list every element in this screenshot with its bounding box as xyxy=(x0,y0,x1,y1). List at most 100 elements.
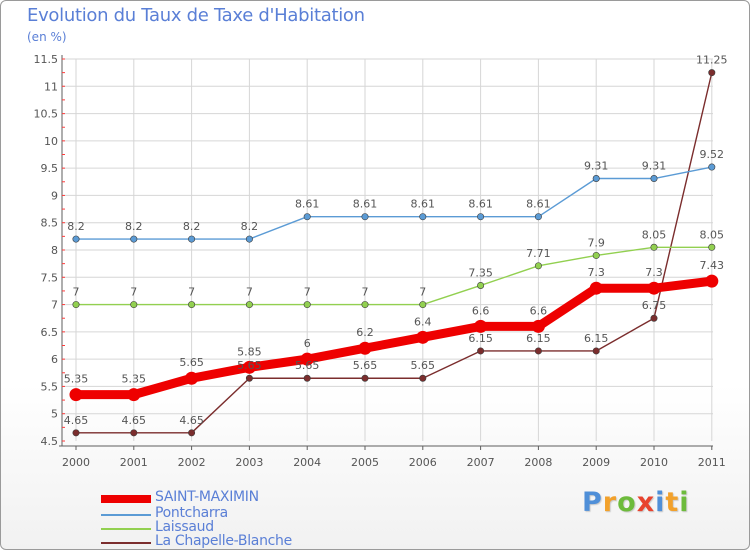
series-laissaud-point xyxy=(245,301,253,309)
series-laissaud-data-label: 7.35 xyxy=(468,266,493,279)
legend-label-pontcharra: Pontcharra xyxy=(155,505,228,521)
series-pontcharra-line xyxy=(75,166,713,240)
series-la-chapelle-blanche-point xyxy=(130,429,138,437)
series-pontcharra-point xyxy=(245,235,253,243)
series-laissaud-point xyxy=(419,301,427,309)
y-axis-ticks: 4.5 5 5.5 6 6.5 7 7.5 8 8.5 9 9.5 10 10.5 11 11.5 xyxy=(34,53,59,448)
series-la-chapelle-blanche-data-label: 5.65 xyxy=(237,359,262,372)
series-saint-maximin-point xyxy=(531,319,545,333)
series-pontcharra-data-label: 8.2 xyxy=(67,220,85,233)
series-la-chapelle-blanche-data-label: 4.65 xyxy=(64,414,89,427)
y-tick-label: 5.5 xyxy=(41,380,59,393)
proxiti-logo: Proxiti xyxy=(582,487,690,518)
series-saint-maximin-data-label: 6.6 xyxy=(530,304,548,317)
x-tick-label: 2002 xyxy=(178,456,206,469)
series-pontcharra-point xyxy=(708,163,716,171)
y-tick-label: 11.5 xyxy=(34,53,59,66)
x-tick-label: 2005 xyxy=(351,456,379,469)
series-pontcharra-data-label: 8.2 xyxy=(125,220,143,233)
series-saint-maximin-data-label: 5.35 xyxy=(64,373,89,386)
legend-label-saint-maximin: SAINT-MAXIMIN xyxy=(155,489,259,505)
series-saint-maximin-point xyxy=(647,281,661,295)
series-laissaud-data-label: 7 xyxy=(304,286,311,299)
series-pontcharra-data-label: 9.31 xyxy=(584,160,609,173)
series-saint-maximin-data-label: 5.35 xyxy=(122,373,147,386)
series-saint-maximin-point xyxy=(69,388,83,402)
y-tick-label: 9 xyxy=(51,189,58,202)
series-saint-maximin-point xyxy=(185,371,199,385)
series-laissaud-point xyxy=(650,243,658,251)
series-laissaud-data-label: 7 xyxy=(246,286,253,299)
series-laissaud-point xyxy=(188,301,196,309)
x-tick-label: 2001 xyxy=(120,456,148,469)
y-tick-label: 9.5 xyxy=(41,162,59,175)
series-saint-maximin-point xyxy=(358,341,372,355)
series-points xyxy=(69,69,719,437)
series-pontcharra-data-label: 8.61 xyxy=(468,198,493,211)
series-saint-maximin-line xyxy=(71,276,717,400)
y-tick-label: 11 xyxy=(44,80,58,93)
series-laissaud-data-label: 8.05 xyxy=(642,228,667,241)
series-pontcharra-point xyxy=(361,213,369,221)
series-la-chapelle-blanche-point xyxy=(477,347,485,355)
y-tick-label: 8 xyxy=(51,244,58,257)
y-tick-label: 4.5 xyxy=(41,435,59,448)
series-laissaud-data-label: 7 xyxy=(362,286,369,299)
series-saint-maximin-point xyxy=(127,388,141,402)
y-tick-label: 10 xyxy=(44,135,58,148)
series-la-chapelle-blanche-point xyxy=(708,69,716,77)
series-pontcharra-point xyxy=(650,175,658,183)
series-saint-maximin-point xyxy=(474,319,488,333)
legend-label-la-chapelle-blanche: La Chapelle-Blanche xyxy=(155,533,292,549)
series-la-chapelle-blanche-line xyxy=(75,71,713,434)
series-pontcharra-data-label: 8.61 xyxy=(295,198,320,211)
x-tick-label: 2003 xyxy=(235,456,263,469)
series-laissaud-data-label: 7.71 xyxy=(526,247,551,260)
unit-label: (en %) xyxy=(27,30,67,44)
series-pontcharra-point xyxy=(419,213,427,221)
legend-label-laissaud: Laissaud xyxy=(155,519,214,535)
y-tick-label: 7 xyxy=(51,299,58,312)
series-laissaud-point xyxy=(303,301,311,309)
series-laissaud-point xyxy=(534,262,542,270)
x-tick-label: 2010 xyxy=(640,456,668,469)
series-laissaud-data-label: 7 xyxy=(419,286,426,299)
series-laissaud-point xyxy=(592,251,600,259)
series-la-chapelle-blanche-point xyxy=(592,347,600,355)
x-tick-label: 2011 xyxy=(698,456,726,469)
series-saint-maximin-point xyxy=(589,281,603,295)
series-la-chapelle-blanche-data-label: 4.65 xyxy=(122,414,147,427)
legend-swatch-pontcharra xyxy=(101,514,151,516)
y-tick-label: 10.5 xyxy=(34,108,59,121)
x-tick-label: 2006 xyxy=(409,456,437,469)
series-pontcharra-data-label: 8.2 xyxy=(241,220,259,233)
series-pontcharra-point xyxy=(130,235,138,243)
series-la-chapelle-blanche-data-label: 6.15 xyxy=(584,332,609,345)
series-la-chapelle-blanche-point xyxy=(650,314,658,322)
series-la-chapelle-blanche-data-label: 5.65 xyxy=(411,359,436,372)
series-la-chapelle-blanche-data-label: 5.65 xyxy=(353,359,378,372)
series-la-chapelle-blanche-data-label: 11.25 xyxy=(696,54,728,67)
series-la-chapelle-blanche-point xyxy=(534,347,542,355)
series-pontcharra-point xyxy=(303,213,311,221)
series-pontcharra-point xyxy=(534,213,542,221)
series-lines xyxy=(71,71,717,434)
series-saint-maximin-data-label: 6.4 xyxy=(414,315,432,328)
x-axis-ticks: 2000 2001 2002 2003 2004 2005 2006 2007 2008 2009… xyxy=(62,456,726,469)
grid-lines xyxy=(62,58,713,441)
series-pontcharra-data-label: 9.31 xyxy=(642,160,667,173)
series-saint-maximin-data-label: 6.6 xyxy=(472,304,490,317)
series-laissaud-data-label: 8.05 xyxy=(700,228,725,241)
series-laissaud-data-label: 7 xyxy=(73,286,80,299)
series-saint-maximin-data-label: 5.65 xyxy=(179,356,204,369)
series-saint-maximin-point xyxy=(416,330,430,344)
x-tick-label: 2008 xyxy=(524,456,552,469)
series-laissaud-line xyxy=(75,246,713,306)
y-tick-label: 8.5 xyxy=(41,217,59,230)
series-saint-maximin-data-label: 7.43 xyxy=(700,259,725,272)
series-laissaud-point xyxy=(130,301,138,309)
data-labels: 4.65 4.65 4.65 5.65 5.65 5.65 5.65 6.15 6.15 6.15… xyxy=(64,54,728,427)
x-tick-label: 2007 xyxy=(467,456,495,469)
